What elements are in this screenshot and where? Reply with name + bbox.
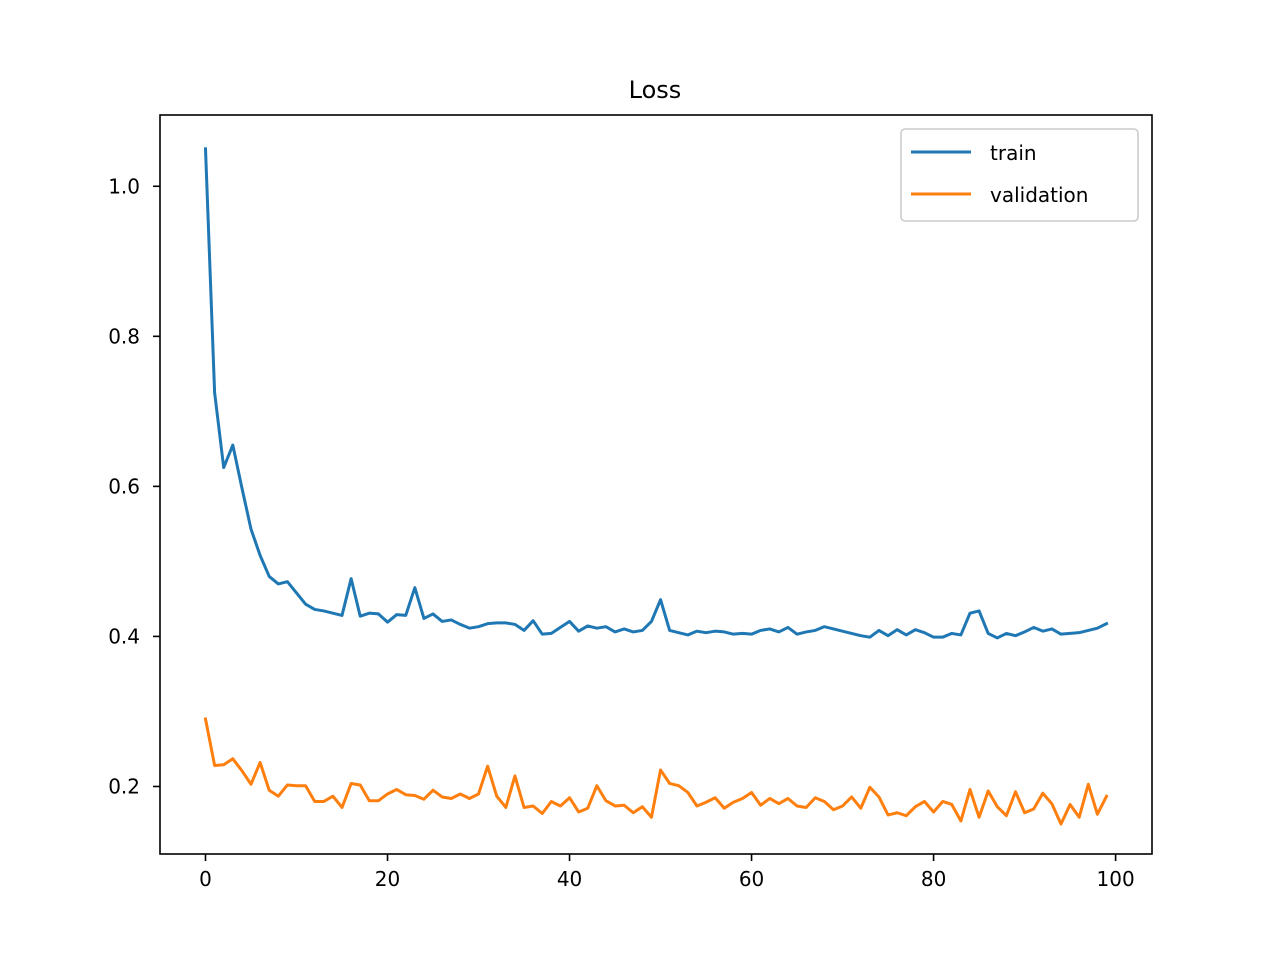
series-line-train bbox=[203, 147, 1109, 640]
legend-label-validation: validation bbox=[990, 183, 1088, 207]
x-tick-label: 20 bbox=[375, 867, 400, 891]
y-tick-label: 1.0 bbox=[108, 174, 140, 198]
plot-area-frame bbox=[159, 114, 1153, 855]
y-axis: 0.2 0.4 0.6 0.8 1.0 bbox=[108, 174, 160, 798]
legend: train validation bbox=[900, 128, 1139, 222]
series-line-validation bbox=[203, 717, 1109, 826]
x-axis: 0 20 40 60 80 100 bbox=[199, 854, 1135, 891]
series-layer bbox=[203, 147, 1109, 826]
y-tick-label: 0.4 bbox=[108, 624, 140, 648]
y-tick-label: 0.8 bbox=[108, 324, 140, 348]
y-tick-label: 0.2 bbox=[108, 774, 140, 798]
legend-label-train: train bbox=[990, 141, 1037, 165]
y-tick-label: 0.6 bbox=[108, 474, 140, 498]
x-tick-label: 40 bbox=[557, 867, 582, 891]
chart-title: Loss bbox=[629, 76, 682, 104]
x-tick-label: 0 bbox=[199, 867, 212, 891]
x-tick-label: 60 bbox=[739, 867, 764, 891]
x-tick-label: 100 bbox=[1097, 867, 1135, 891]
x-tick-label: 80 bbox=[921, 867, 946, 891]
